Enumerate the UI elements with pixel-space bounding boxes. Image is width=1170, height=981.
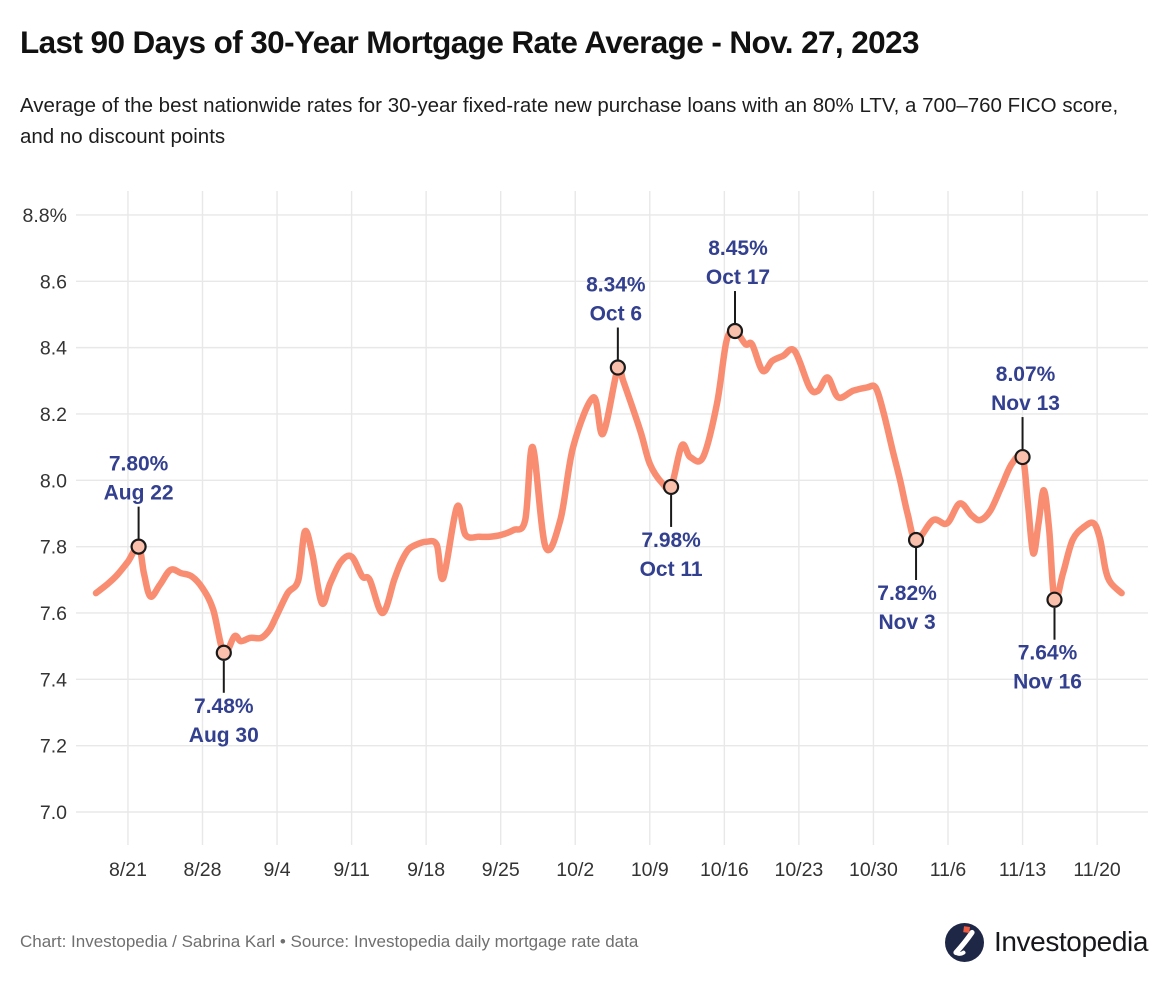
annotation-date: Aug 22	[104, 482, 174, 505]
annotation-date: Oct 6	[590, 303, 643, 326]
y-tick-label: 8.8%	[23, 205, 67, 227]
y-tick-label: 7.2	[40, 736, 67, 758]
investopedia-logo-text: Investopedia	[994, 926, 1148, 957]
x-tick-label: 11/6	[930, 859, 967, 881]
data-point-marker	[609, 359, 626, 376]
gridlines	[76, 191, 1148, 845]
annotation-date: Oct 11	[640, 558, 703, 581]
y-tick-label: 7.0	[40, 802, 67, 824]
y-tick-label: 7.6	[40, 603, 67, 625]
chart-credit: Chart: Investopedia / Sabrina Karl • Sou…	[20, 932, 639, 951]
annotation-date: Aug 30	[189, 724, 259, 747]
investopedia-logo-icon	[945, 922, 984, 962]
annotation-value: 7.80%	[109, 453, 169, 476]
data-point-marker	[1014, 448, 1031, 466]
x-tick-label: 10/30	[849, 859, 898, 881]
x-tick-label: 9/18	[407, 859, 445, 881]
annotation-value: 8.07%	[996, 363, 1056, 386]
chart-title: Last 90 Days of 30-Year Mortgage Rate Av…	[20, 24, 920, 60]
chart-subtitle: Average of the best nationwide rates for…	[20, 94, 1119, 148]
annotation-date: Nov 3	[878, 611, 935, 634]
x-tick-label: 9/11	[333, 859, 370, 881]
data-point-marker	[215, 644, 232, 661]
data-point-marker	[1046, 591, 1063, 608]
chart-footer: Chart: Investopedia / Sabrina Karl • Sou…	[20, 916, 1148, 968]
x-tick-label: 10/23	[774, 859, 823, 881]
x-tick-label: 8/28	[184, 859, 222, 881]
x-tick-label: 8/21	[109, 859, 147, 881]
y-tick-label: 8.4	[40, 338, 67, 360]
y-tick-label: 7.8	[40, 537, 67, 559]
y-tick-label: 8.6	[40, 271, 67, 293]
x-tick-label: 10/9	[631, 859, 669, 881]
rate-line	[92, 327, 1125, 657]
y-tick-label: 8.0	[40, 470, 67, 492]
y-tick-label: 7.4	[40, 669, 67, 691]
data-point-marker	[726, 322, 744, 340]
annotation-value: 7.98%	[641, 529, 701, 552]
axis-tick-labels: 8/21 8/28 9/4 9/11 9/18 9/25 10/2 10/9 10/16 10/2…	[23, 205, 1121, 881]
annotation-value: 7.82%	[877, 582, 937, 605]
annotation-value: 7.48%	[194, 695, 254, 718]
data-point-marker	[907, 531, 925, 549]
annotation-date: Nov 13	[991, 392, 1060, 415]
mortgage-rate-line-chart: 8/21 8/28 9/4 9/11 9/18 9/25 10/2 10/9 10/16 10/2…	[23, 191, 1148, 881]
x-tick-label: 11/20	[1073, 859, 1121, 881]
annotations: 7.80% Aug 22 7.48% Aug 30 8.34% Oct 6 7.98% Oct…	[104, 237, 1082, 747]
x-tick-label: 9/25	[482, 859, 520, 881]
data-point-marker	[130, 538, 147, 555]
y-tick-label: 8.2	[40, 404, 67, 426]
annotation-value: 8.45%	[708, 237, 768, 260]
annotation-date: Nov 16	[1013, 671, 1082, 694]
investopedia-logo: Investopedia	[944, 922, 1148, 963]
x-tick-label: 9/4	[263, 859, 290, 881]
x-tick-label: 10/2	[556, 859, 594, 881]
data-point-marker	[662, 478, 680, 496]
annotation-date: Oct 17	[706, 266, 770, 289]
annotation-value: 7.64%	[1018, 642, 1078, 665]
annotation-value: 8.34%	[586, 274, 646, 297]
x-tick-label: 10/16	[700, 859, 749, 881]
x-tick-label: 11/13	[999, 859, 1046, 881]
